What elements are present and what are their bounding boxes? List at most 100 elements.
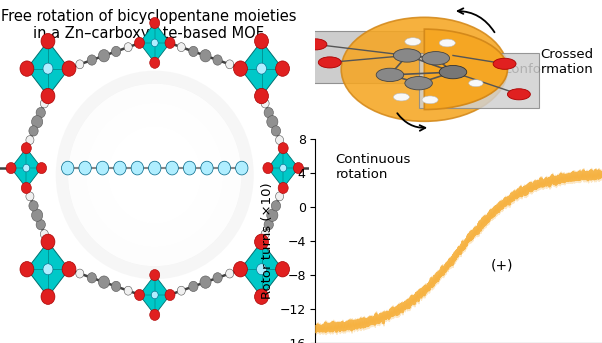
Circle shape — [21, 143, 31, 154]
Polygon shape — [11, 148, 42, 188]
Circle shape — [165, 289, 175, 300]
Circle shape — [276, 192, 284, 201]
Circle shape — [79, 161, 92, 175]
Ellipse shape — [68, 84, 241, 266]
Circle shape — [124, 43, 132, 51]
Circle shape — [226, 269, 234, 278]
Circle shape — [272, 126, 281, 136]
Ellipse shape — [108, 126, 201, 224]
Circle shape — [150, 57, 160, 68]
Circle shape — [272, 201, 281, 211]
Circle shape — [235, 161, 248, 175]
Polygon shape — [27, 242, 69, 297]
Circle shape — [41, 234, 55, 249]
Circle shape — [62, 61, 76, 76]
Y-axis label: Rotor turns (×10): Rotor turns (×10) — [261, 182, 274, 299]
Circle shape — [131, 161, 143, 175]
Circle shape — [493, 58, 516, 69]
Circle shape — [98, 49, 110, 62]
Circle shape — [111, 281, 121, 292]
Circle shape — [96, 161, 109, 175]
Circle shape — [114, 161, 126, 175]
Circle shape — [76, 60, 84, 69]
Circle shape — [234, 61, 247, 76]
Circle shape — [256, 264, 267, 275]
Circle shape — [36, 107, 45, 118]
Circle shape — [189, 281, 198, 292]
Circle shape — [6, 163, 16, 174]
Circle shape — [507, 89, 530, 100]
Circle shape — [41, 34, 55, 49]
Circle shape — [150, 17, 160, 28]
Circle shape — [405, 38, 421, 46]
Circle shape — [439, 66, 467, 79]
Circle shape — [267, 209, 278, 222]
Circle shape — [264, 220, 273, 230]
Circle shape — [189, 46, 198, 57]
Circle shape — [280, 164, 287, 172]
Text: Crossed
conformation: Crossed conformation — [504, 48, 594, 76]
Polygon shape — [140, 23, 170, 63]
Circle shape — [376, 68, 404, 82]
Circle shape — [87, 55, 96, 65]
Polygon shape — [304, 31, 430, 83]
Circle shape — [263, 163, 273, 174]
Circle shape — [29, 201, 38, 211]
Circle shape — [276, 135, 284, 144]
Circle shape — [31, 209, 43, 222]
Circle shape — [124, 286, 132, 295]
Circle shape — [256, 63, 267, 74]
Polygon shape — [140, 275, 170, 315]
Circle shape — [98, 276, 110, 288]
Circle shape — [201, 161, 213, 175]
Circle shape — [37, 163, 46, 174]
Circle shape — [278, 143, 288, 154]
Wedge shape — [424, 29, 507, 109]
Circle shape — [62, 262, 76, 277]
Circle shape — [26, 135, 34, 144]
Circle shape — [61, 161, 74, 175]
Circle shape — [41, 88, 55, 104]
Circle shape — [134, 37, 144, 48]
Circle shape — [76, 269, 84, 278]
Circle shape — [405, 76, 432, 90]
Circle shape — [165, 37, 175, 48]
Text: Free rotation of bicyclopentane moieties
in a Zn–carboxylate-based MOF: Free rotation of bicyclopentane moieties… — [1, 9, 296, 41]
Circle shape — [218, 161, 231, 175]
Polygon shape — [240, 41, 282, 96]
Circle shape — [304, 39, 327, 50]
Circle shape — [12, 163, 22, 174]
Circle shape — [276, 262, 290, 277]
Circle shape — [177, 286, 185, 295]
Circle shape — [422, 96, 438, 104]
Circle shape — [150, 270, 160, 281]
Circle shape — [31, 116, 43, 128]
Text: Continuous
rotation: Continuous rotation — [335, 153, 411, 181]
Ellipse shape — [87, 103, 223, 247]
Polygon shape — [240, 242, 282, 297]
Circle shape — [278, 182, 288, 193]
Circle shape — [26, 192, 34, 201]
Circle shape — [151, 39, 158, 47]
Circle shape — [20, 61, 34, 76]
Circle shape — [288, 163, 297, 174]
Circle shape — [43, 63, 53, 74]
Circle shape — [393, 49, 421, 62]
Circle shape — [111, 46, 121, 57]
Circle shape — [469, 80, 483, 87]
Circle shape — [150, 309, 160, 320]
Circle shape — [134, 289, 144, 300]
Circle shape — [276, 61, 290, 76]
Circle shape — [23, 164, 29, 172]
Text: (+): (+) — [491, 258, 513, 272]
Circle shape — [255, 289, 268, 304]
Circle shape — [293, 163, 303, 174]
Circle shape — [439, 39, 455, 47]
Circle shape — [281, 163, 291, 174]
Circle shape — [200, 276, 211, 288]
Circle shape — [213, 273, 222, 283]
Circle shape — [177, 43, 185, 51]
Circle shape — [264, 107, 273, 118]
Circle shape — [226, 60, 234, 69]
Circle shape — [213, 55, 222, 65]
